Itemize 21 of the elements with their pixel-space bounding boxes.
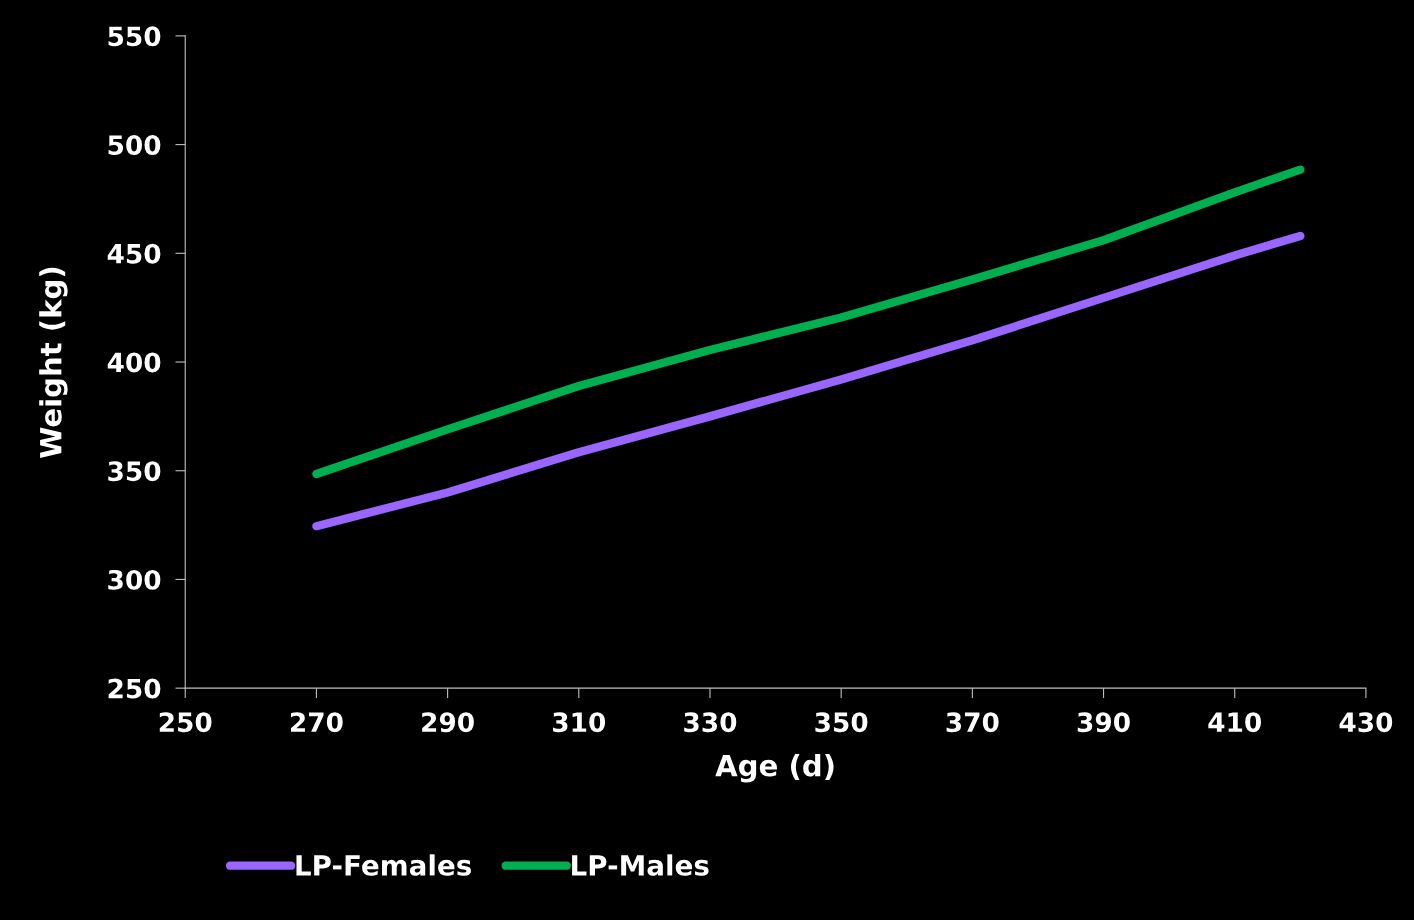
x-tick-label: 290 bbox=[422, 712, 474, 733]
x-tick-label: 430 bbox=[1339, 712, 1393, 733]
y-tick-label: 300 bbox=[108, 569, 161, 590]
x-tick-label: 370 bbox=[946, 712, 999, 733]
y-tick-label: 400 bbox=[107, 352, 161, 373]
y-tick-label: 550 bbox=[108, 26, 161, 47]
x-tick-label: 330 bbox=[684, 712, 737, 733]
x-tick-label: 270 bbox=[290, 712, 343, 733]
legend-label: LP-Males bbox=[572, 854, 709, 876]
x-tick-label: 410 bbox=[1208, 712, 1262, 733]
y-tick-label: 350 bbox=[108, 461, 161, 482]
x-axis-title: Age (d) bbox=[715, 753, 834, 783]
y-tick-label: 450 bbox=[107, 243, 161, 264]
y-axis-title: Weight (kg) bbox=[39, 267, 68, 458]
x-tick-label: 250 bbox=[159, 712, 212, 733]
y-tick-label: 250 bbox=[108, 678, 161, 699]
y-tick-label: 500 bbox=[108, 135, 161, 155]
legend-label: LP-Females bbox=[296, 854, 471, 876]
x-tick-label: 390 bbox=[1077, 712, 1130, 733]
x-tick-label: 350 bbox=[815, 712, 868, 733]
x-tick-label: 310 bbox=[553, 712, 606, 733]
